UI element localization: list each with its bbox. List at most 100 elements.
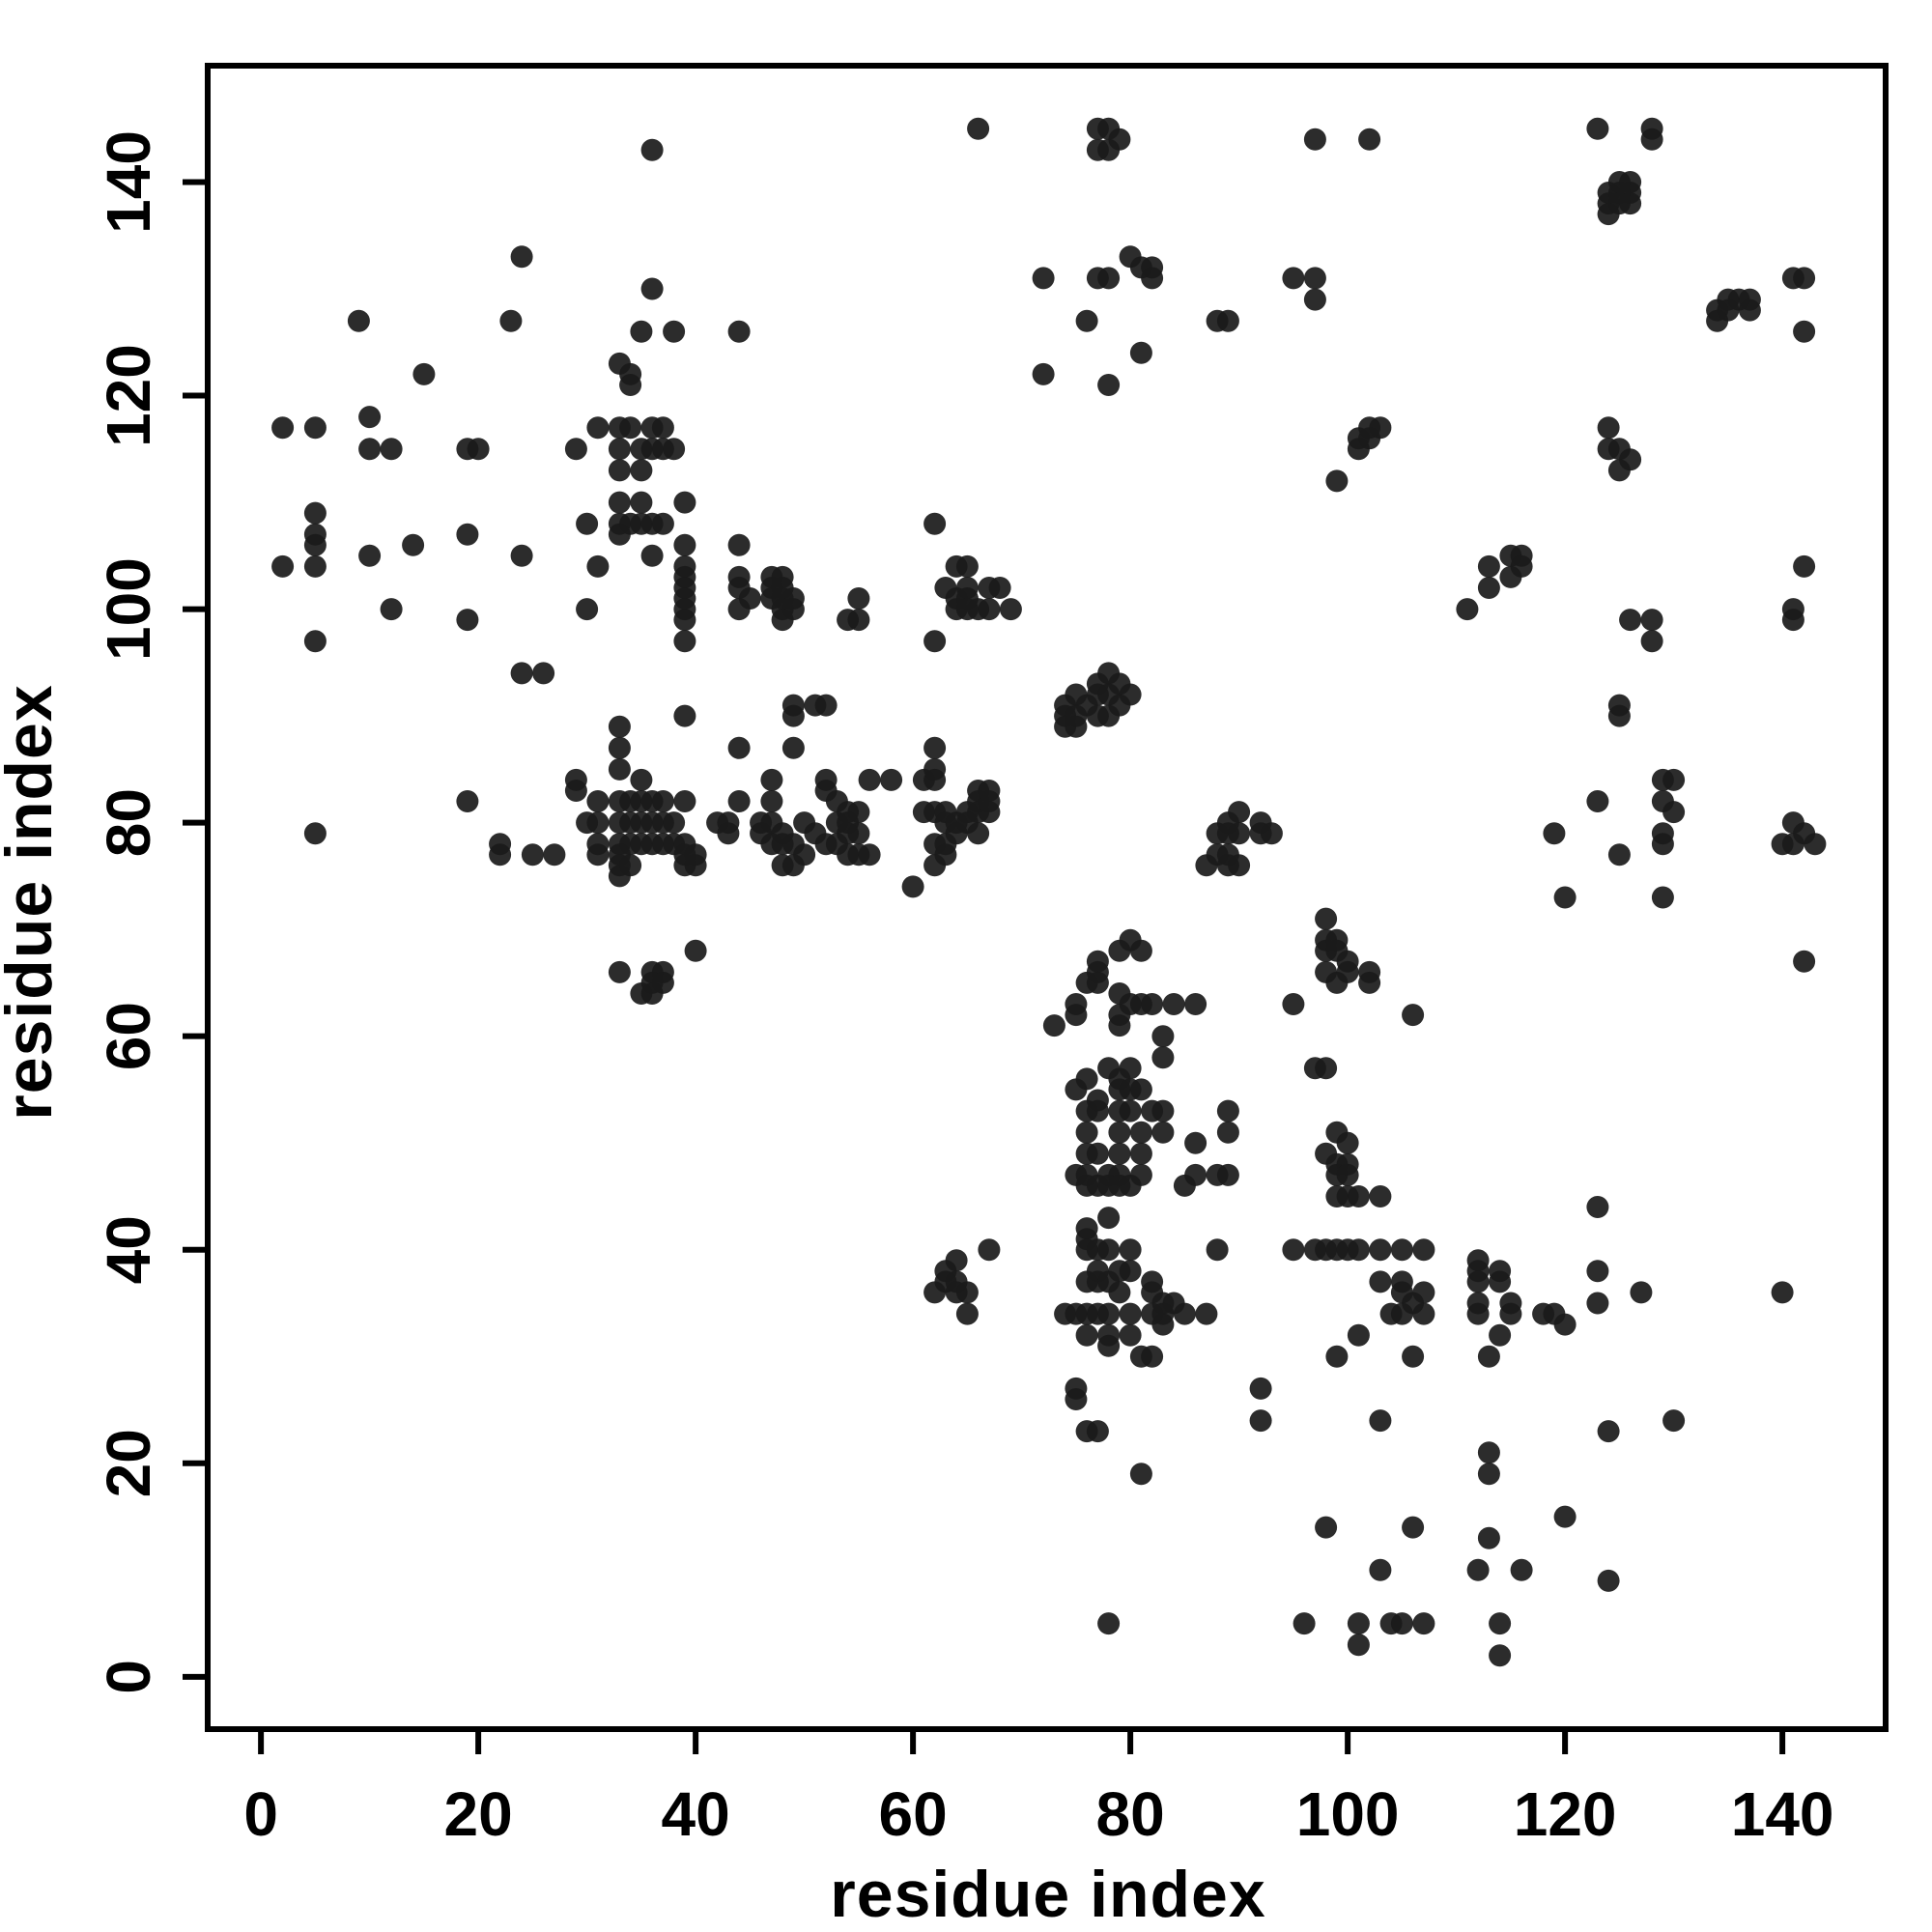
data-point bbox=[576, 512, 599, 535]
data-point bbox=[978, 1238, 1001, 1262]
data-point bbox=[1315, 1057, 1338, 1080]
data-point bbox=[608, 865, 631, 888]
data-point bbox=[1206, 1238, 1229, 1262]
data-point bbox=[1216, 1163, 1239, 1186]
data-point bbox=[303, 630, 327, 653]
data-point bbox=[978, 780, 1001, 802]
data-point bbox=[717, 822, 740, 845]
data-point bbox=[1119, 1302, 1142, 1325]
data-point bbox=[271, 554, 295, 578]
data-point bbox=[673, 533, 696, 556]
y-tick-label: 40 bbox=[94, 1215, 163, 1284]
data-point bbox=[1390, 1612, 1413, 1635]
y-axis-title-text: residue index bbox=[0, 684, 66, 1121]
data-point bbox=[1619, 192, 1642, 215]
data-point bbox=[619, 374, 642, 396]
data-point bbox=[1662, 1409, 1686, 1433]
data-point bbox=[1369, 1270, 1392, 1293]
data-point bbox=[402, 533, 425, 556]
data-point bbox=[1489, 1270, 1512, 1293]
data-point bbox=[1086, 1142, 1109, 1165]
data-point bbox=[521, 843, 544, 867]
data-point bbox=[760, 768, 783, 791]
data-point bbox=[1216, 1121, 1239, 1144]
data-point bbox=[1477, 1345, 1500, 1368]
data-point bbox=[1195, 1302, 1218, 1325]
data-point bbox=[1347, 1323, 1370, 1347]
data-point bbox=[663, 811, 686, 835]
data-point bbox=[358, 406, 382, 429]
data-point bbox=[1097, 1207, 1121, 1230]
data-point bbox=[847, 822, 870, 845]
data-point bbox=[1141, 1345, 1164, 1368]
data-point bbox=[1369, 1185, 1392, 1208]
data-point bbox=[923, 1281, 947, 1304]
data-point bbox=[467, 438, 490, 461]
data-point bbox=[1597, 416, 1620, 440]
data-point bbox=[586, 811, 610, 835]
data-point bbox=[673, 609, 696, 632]
data-point bbox=[1129, 1121, 1152, 1144]
data-point bbox=[1793, 554, 1816, 578]
data-point bbox=[1651, 886, 1674, 909]
data-point bbox=[1303, 128, 1326, 151]
data-point bbox=[978, 598, 1001, 621]
data-point bbox=[608, 438, 631, 461]
data-point bbox=[608, 523, 631, 546]
y-tick-label: 0 bbox=[94, 1660, 163, 1694]
data-point bbox=[1489, 1644, 1512, 1667]
data-point bbox=[923, 757, 947, 781]
data-point bbox=[456, 790, 479, 812]
data-point bbox=[988, 577, 1011, 599]
data-point bbox=[1293, 1612, 1316, 1635]
data-point bbox=[1336, 1131, 1359, 1154]
data-point bbox=[1412, 1238, 1435, 1262]
data-point bbox=[1151, 1025, 1175, 1048]
data-point bbox=[510, 544, 533, 567]
data-point bbox=[1607, 704, 1631, 727]
data-point bbox=[1466, 1302, 1490, 1325]
data-point bbox=[1108, 1121, 1131, 1144]
data-point bbox=[1402, 1004, 1425, 1027]
data-point bbox=[1129, 1078, 1152, 1101]
data-point bbox=[781, 704, 805, 727]
data-point bbox=[1586, 1292, 1609, 1315]
data-point bbox=[1249, 1409, 1272, 1433]
data-point bbox=[1228, 822, 1251, 845]
data-point bbox=[1325, 1345, 1349, 1368]
data-point bbox=[1097, 1334, 1121, 1357]
data-point bbox=[999, 598, 1022, 621]
data-point bbox=[303, 554, 327, 578]
x-tick-label: 20 bbox=[444, 1779, 513, 1849]
data-point bbox=[760, 790, 783, 812]
data-point bbox=[858, 768, 881, 791]
data-point bbox=[1489, 1323, 1512, 1347]
data-point bbox=[1249, 1377, 1272, 1400]
data-point bbox=[1108, 1142, 1131, 1165]
data-point bbox=[967, 117, 990, 140]
data-point bbox=[901, 875, 924, 898]
data-point bbox=[1195, 854, 1218, 877]
data-point bbox=[608, 960, 631, 983]
data-point bbox=[1184, 1131, 1208, 1154]
data-point bbox=[456, 609, 479, 632]
data-point bbox=[880, 768, 903, 791]
data-point bbox=[1771, 1281, 1794, 1304]
data-point bbox=[651, 790, 674, 812]
data-point bbox=[1347, 1238, 1370, 1262]
data-point bbox=[1402, 1516, 1425, 1539]
data-point bbox=[1586, 790, 1609, 812]
data-point bbox=[651, 416, 674, 440]
data-point bbox=[673, 704, 696, 727]
data-point bbox=[456, 523, 479, 546]
data-point bbox=[1032, 267, 1055, 290]
data-point bbox=[923, 630, 947, 653]
data-point bbox=[1075, 1121, 1098, 1144]
data-point bbox=[727, 598, 751, 621]
data-point bbox=[651, 512, 674, 535]
data-point bbox=[1662, 801, 1686, 824]
data-point bbox=[1151, 1121, 1175, 1144]
data-point bbox=[1640, 630, 1663, 653]
data-point bbox=[1466, 1558, 1490, 1581]
